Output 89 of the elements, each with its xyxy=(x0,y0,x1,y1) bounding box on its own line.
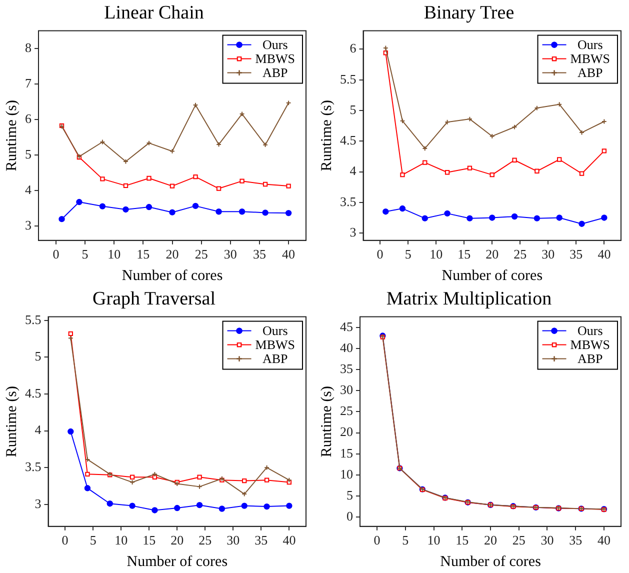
y-tick-label: 6 xyxy=(25,111,32,126)
y-tick-label: 40 xyxy=(340,340,353,355)
x-tick-label: 15 xyxy=(456,532,469,548)
y-tick-label: 7 xyxy=(25,76,32,91)
y-tick-label: 15 xyxy=(340,445,353,460)
x-tick-label: 0 xyxy=(374,532,380,548)
chart-title: Graph Traversal xyxy=(92,288,216,310)
y-tick-label: 3.5 xyxy=(340,194,356,209)
legend-label: Ours xyxy=(262,323,288,338)
x-tick-label: 35 xyxy=(254,532,268,548)
x-tick-label: 35 xyxy=(570,246,583,262)
x-tick-label: 20 xyxy=(484,532,497,548)
x-tick-label: 10 xyxy=(430,246,443,262)
y-tick-label: 25 xyxy=(340,403,353,418)
x-tick-label: 10 xyxy=(427,532,440,548)
x-tick-label: 20 xyxy=(486,246,499,262)
x-tick-label: 15 xyxy=(142,532,156,548)
y-tick-label: 10 xyxy=(340,466,353,482)
y-tick-label: 35 xyxy=(340,360,353,376)
x-tick-label: 25 xyxy=(194,246,208,262)
x-tick-label: 30 xyxy=(226,532,240,548)
y-tick-label: 4.5 xyxy=(340,132,356,148)
x-tick-label: 10 xyxy=(114,532,128,548)
y-tick-label: 4 xyxy=(25,182,32,198)
legend-label: MBWS xyxy=(255,337,295,352)
legend-label: MBWS xyxy=(570,337,610,352)
y-tick-label: 5.5 xyxy=(340,71,356,86)
y-tick-label: 3 xyxy=(350,224,356,240)
y-tick-label: 30 xyxy=(340,382,353,398)
x-tick-label: 30 xyxy=(224,246,237,262)
x-tick-label: 15 xyxy=(458,246,471,262)
x-tick-label: 25 xyxy=(512,532,526,548)
x-tick-label: 35 xyxy=(569,532,582,548)
y-tick-label: 3 xyxy=(34,496,42,511)
y-tick-label: 5 xyxy=(350,102,356,117)
y-tick-label: 0 xyxy=(346,508,353,524)
y-tick-label: 4 xyxy=(34,422,42,438)
y-tick-label: 3.5 xyxy=(25,458,42,474)
legend-label: MBWS xyxy=(570,51,610,66)
y-tick-label: 5 xyxy=(25,146,32,162)
y-tick-label: 4 xyxy=(350,163,357,178)
x-tick-label: 25 xyxy=(198,532,212,548)
x-axis-title: Number of cores xyxy=(442,268,543,284)
y-tick-label: 5 xyxy=(346,487,353,502)
x-tick-label: 40 xyxy=(282,246,296,262)
x-axis-title: Number of cores xyxy=(440,554,542,570)
y-axis-title: Runtime (s) xyxy=(4,100,20,172)
chart-title: Linear Chain xyxy=(104,2,204,24)
x-tick-label: 35 xyxy=(252,246,266,262)
y-tick-label: 5.5 xyxy=(25,312,42,327)
chart-title: Binary Tree xyxy=(424,2,514,24)
x-tick-label: 5 xyxy=(404,246,412,262)
x-tick-label: 30 xyxy=(542,246,555,262)
x-tick-label: 20 xyxy=(170,532,184,548)
y-axis-title: Runtime (s) xyxy=(318,386,335,458)
y-axis-title: Runtime (s) xyxy=(4,386,20,458)
y-tick-label: 45 xyxy=(340,318,353,334)
y-tick-label: 6 xyxy=(350,40,357,56)
x-tick-label: 0 xyxy=(62,532,68,548)
x-tick-label: 40 xyxy=(597,532,610,548)
y-tick-label: 4.5 xyxy=(25,385,42,400)
y-tick-label: 20 xyxy=(340,424,353,440)
y-tick-label: 8 xyxy=(25,40,32,55)
legend-label: ABP xyxy=(262,65,288,80)
y-axis-title: Runtime (s) xyxy=(318,100,335,172)
y-tick-label: 5 xyxy=(34,348,42,364)
legend-label: MBWS xyxy=(255,51,295,66)
x-tick-label: 0 xyxy=(376,246,384,262)
legend-label: Ours xyxy=(262,37,288,52)
x-tick-label: 5 xyxy=(90,532,96,548)
legend-label: ABP xyxy=(577,65,603,80)
x-tick-label: 20 xyxy=(166,246,179,262)
x-tick-label: 40 xyxy=(282,532,296,548)
x-tick-label: 10 xyxy=(108,246,121,262)
legend-label: Ours xyxy=(577,37,603,52)
legend-label: ABP xyxy=(577,351,603,366)
x-tick-label: 25 xyxy=(514,246,527,262)
x-tick-label: 40 xyxy=(598,246,611,262)
y-tick-label: 3 xyxy=(25,218,32,233)
x-axis-title: Number of cores xyxy=(126,554,228,570)
x-tick-label: 15 xyxy=(136,246,150,262)
chart-title: Matrix Multiplication xyxy=(386,288,552,310)
x-tick-label: 5 xyxy=(402,532,409,548)
x-axis-title: Number of cores xyxy=(122,268,223,284)
x-tick-label: 5 xyxy=(82,246,88,262)
x-tick-label: 30 xyxy=(540,532,554,548)
legend-label: ABP xyxy=(262,351,288,366)
x-tick-label: 0 xyxy=(52,246,60,262)
legend-label: Ours xyxy=(577,323,603,338)
